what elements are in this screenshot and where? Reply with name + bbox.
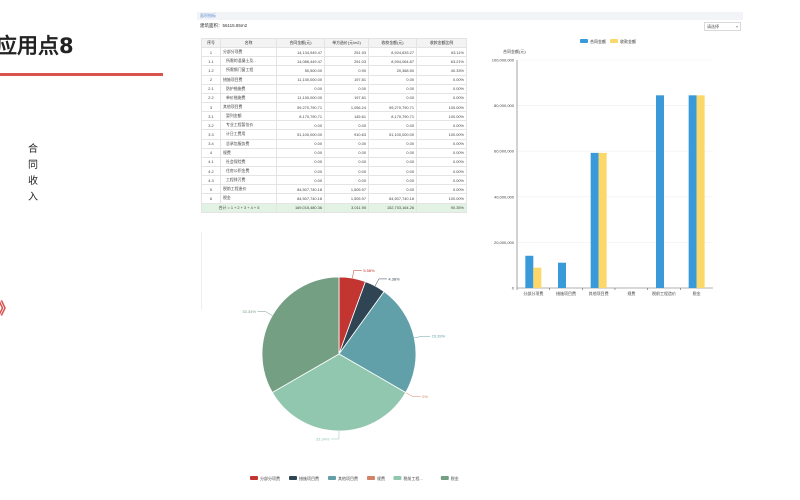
y-tick-label: 40,000,000 (494, 194, 515, 199)
cost-table: 序号 名称 合同金额(元) 单方造价(元/m2) 收款金额(元) 收款金额比例 … (201, 37, 467, 213)
bar[interactable] (688, 95, 697, 288)
filter-select-value: 请选择 (707, 24, 719, 29)
legend-label[interactable]: 合同金额 (590, 38, 606, 44)
bar[interactable] (598, 152, 607, 288)
pie-legend-swatch[interactable] (328, 476, 336, 480)
bar[interactable] (590, 152, 599, 288)
side-bracket-mark: 》 (0, 295, 14, 319)
side-char: 入 (28, 192, 38, 203)
pie-legend-swatch[interactable] (289, 476, 297, 480)
x-tick-label: 分部分项费 (523, 290, 543, 296)
legend-swatch[interactable] (610, 39, 618, 43)
pie-percent-label: 5.58% (363, 268, 375, 273)
pie-slice[interactable] (271, 353, 407, 432)
bar[interactable] (525, 255, 534, 288)
pie-slice[interactable] (338, 291, 417, 394)
building-area-label: 建筑面积：56115.85m2 (200, 23, 248, 28)
pie-label-line (414, 335, 431, 339)
pie-legend-swatch[interactable] (440, 476, 449, 480)
pie-label-line (405, 392, 421, 397)
x-tick-label: 规费 (627, 290, 635, 296)
side-char: 收 (28, 176, 38, 187)
pie-legend-label[interactable]: 税金 (451, 475, 459, 481)
title-underline (0, 73, 163, 76)
table-row: 1 分部分项费 14,134,949.47 251.93 8,924,633.27 63.… (201, 47, 467, 58)
pie-legend-label[interactable]: 税前工程... (403, 475, 422, 481)
side-char: 合 (28, 144, 38, 155)
filter-select[interactable]: 请选择 ▾ (704, 22, 741, 31)
pie-label-line (257, 311, 273, 316)
bar[interactable] (558, 262, 566, 288)
pie-legend-label[interactable]: 措施项目费 (299, 475, 319, 481)
y-tick-label: 60,000,000 (494, 149, 515, 154)
y-tick-label: 20,000,000 (494, 240, 515, 245)
legend-swatch[interactable] (580, 39, 588, 43)
pie-slice[interactable] (261, 276, 340, 394)
table-total-row: 合计 = 1 + 2 + 3 + 4 + 5 169,015,480.36 3,01… (201, 202, 467, 213)
legend-label[interactable]: 收款金额 (620, 38, 636, 44)
pie-label-line (330, 430, 340, 440)
bar[interactable] (696, 95, 705, 288)
y-axis-title: 合同金额(元) (503, 48, 526, 54)
pie-percent-label: 33.34% (242, 309, 256, 314)
side-char: 同 (28, 160, 38, 171)
cost-panel: 面积指标 建筑面积：56115.85m2 请选择 ▾ 序号 名称 合同金额(元)… (197, 12, 743, 310)
x-tick-label: 税金 (693, 290, 701, 296)
chevron-down-icon: ▾ (735, 24, 738, 29)
pie-label-line (352, 270, 362, 279)
y-tick-label: 100,000,000 (492, 58, 515, 63)
x-tick-label: 措施项目费 (556, 290, 576, 296)
table-total-cell: 90.35% (416, 202, 467, 213)
pie-percent-label: 33.34% (316, 437, 330, 442)
pie-legend-label[interactable]: 分部分项费 (260, 475, 280, 481)
pie-legend-label[interactable]: 规费 (377, 475, 385, 481)
bar[interactable] (533, 267, 542, 288)
y-tick-label: 0 (512, 286, 515, 291)
pie-percent-label: 0% (422, 394, 428, 399)
pie-legend-swatch[interactable] (250, 476, 258, 480)
pie-label-line (374, 278, 387, 287)
breadcrumb-link[interactable]: 面积指标 (200, 13, 216, 18)
pie-percent-label: 4.38% (388, 276, 400, 281)
x-tick-label: 税前工程造价 (652, 290, 676, 296)
pie-legend-label[interactable]: 其他项目费 (338, 475, 358, 481)
y-tick-label: 80,000,000 (494, 103, 515, 108)
table-empty-area (201, 232, 467, 310)
breadcrumb[interactable]: 面积指标 (197, 12, 743, 20)
bar[interactable] (656, 95, 664, 288)
pie-legend-swatch[interactable] (393, 476, 402, 480)
side-note: 合 同 收 入 (27, 142, 39, 206)
pie-legend-swatch[interactable] (367, 476, 375, 480)
pie-percent-label: 23.39% (432, 334, 446, 339)
x-tick-label: 其他项目费 (589, 290, 609, 296)
slide-title: 应用点8 (0, 34, 74, 58)
table-row: 1.1 所需的混凝土及... 14,086,449.47 251.03 8,904,06… (201, 56, 467, 67)
table-row: 2 措施项目费 11,100,000.00 197.81 0.00 0.00% (201, 74, 467, 85)
